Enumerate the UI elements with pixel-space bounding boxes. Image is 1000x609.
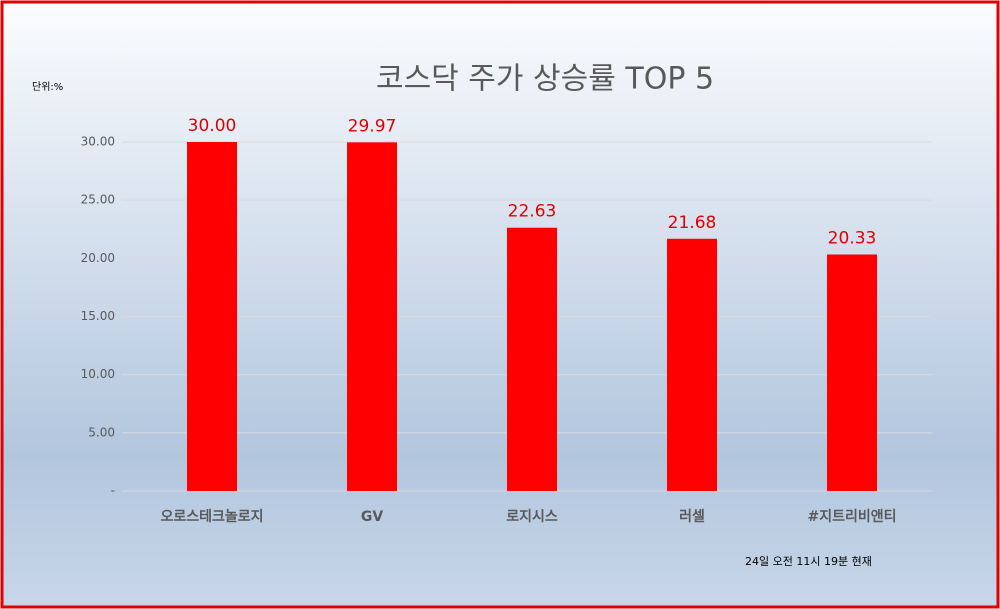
- bar: [667, 238, 717, 491]
- value-label: 30.00: [188, 116, 237, 136]
- y-tick-label: 15.00: [81, 309, 115, 323]
- chart-title: 코스닥 주가 상승률 TOP 5: [376, 62, 714, 97]
- footnote: 24일 오전 11시 19분 현재: [745, 554, 872, 568]
- x-tick-label: 로지시스: [506, 509, 558, 525]
- y-tick-label: -: [111, 484, 115, 498]
- y-tick-label: 30.00: [81, 135, 115, 149]
- unit-label: 단위:%: [32, 80, 63, 93]
- y-tick-label: 25.00: [81, 193, 115, 207]
- x-tick-label: #지트리비앤티: [807, 508, 896, 525]
- x-tick-label: 러셀: [679, 509, 705, 525]
- bar: [507, 227, 557, 491]
- bar: [187, 142, 237, 491]
- bar: [827, 254, 877, 491]
- value-label: 21.68: [668, 213, 717, 233]
- y-tick-label: 5.00: [88, 425, 115, 439]
- bar: [347, 142, 397, 491]
- value-label: 20.33: [828, 228, 877, 248]
- value-label: 29.97: [348, 116, 397, 136]
- x-tick-label: GV: [361, 509, 383, 525]
- y-tick-label: 10.00: [81, 367, 115, 381]
- x-tick-label: 오로스테크놀로지: [160, 509, 263, 525]
- value-label: 22.63: [508, 202, 557, 222]
- y-tick-label: 20.00: [81, 251, 115, 265]
